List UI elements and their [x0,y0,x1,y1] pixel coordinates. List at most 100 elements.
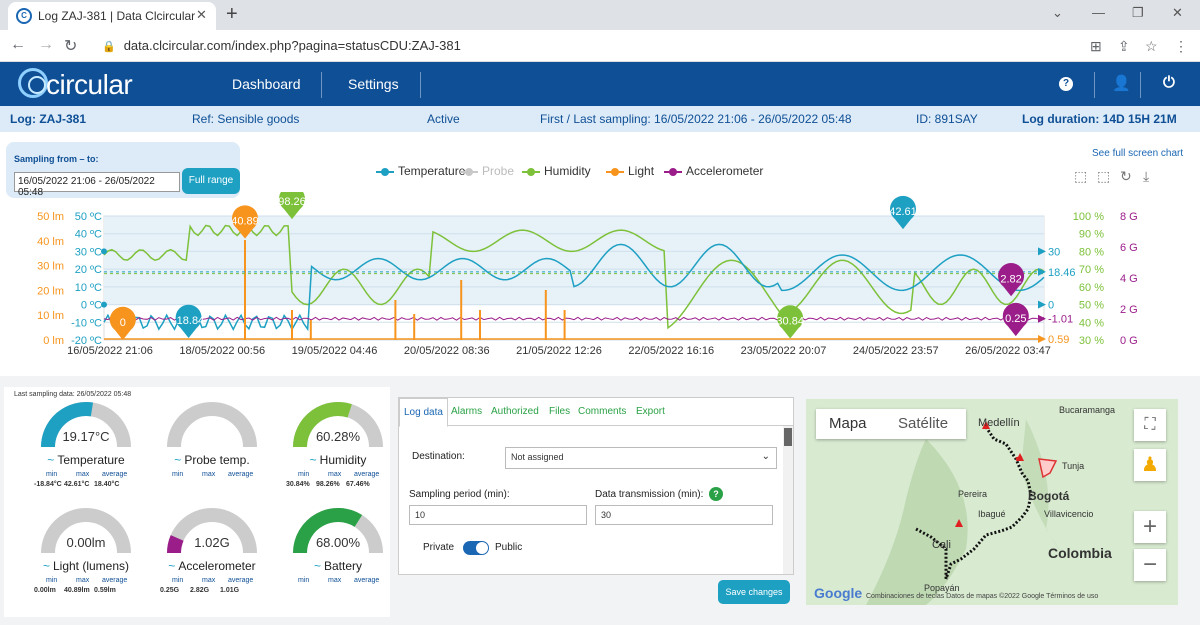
legend-label: Accelerometer [686,164,764,178]
sampling-range-input[interactable]: 16/05/2022 21:06 - 26/05/2022 05:48 [14,172,180,198]
marker-label: -18.84 [173,315,204,327]
legend-label: Light [628,164,655,178]
zoom-out-icon[interactable]: − [1134,549,1166,581]
browser-tab[interactable]: C Log ZAJ-381 | Data Clcircular ✕ [8,2,216,30]
marker-pin [777,305,804,339]
public-label: Public [495,542,523,553]
gauges-panel: Last sampling data: 26/05/2022 05:48 19.… [4,387,390,617]
country-label: Colombia [1048,545,1112,561]
temp-axis-label: 20 ºC [75,264,102,276]
map-type-control: Mapa Satélite [816,409,978,439]
city-label: Medellín [978,417,1020,429]
tab-comments[interactable]: Comments [578,406,627,417]
nav-separator [1140,72,1141,98]
close-tab-icon[interactable]: ✕ [196,7,207,22]
save-changes-button[interactable]: Save changes [718,580,790,604]
destination-select[interactable]: Not assigned ⌄ [505,447,777,469]
sampling-period-input[interactable]: 10 [409,505,587,525]
user-icon[interactable]: 👤 [1112,75,1131,92]
minimize-icon[interactable]: — [1092,5,1105,20]
nav-settings[interactable]: Settings [348,76,399,92]
gauge-name: ~ Accelerometer [152,559,272,573]
legend-item-probe[interactable]: Probe [460,164,514,178]
gauge-arc [167,402,257,448]
chevron-down-icon: ⌄ [761,451,770,462]
map-type-map[interactable]: Mapa [829,415,867,432]
panel-scrollbar[interactable] [783,426,793,574]
city-label: Cali [932,539,951,551]
download-icon[interactable]: ⤓ [1143,168,1150,184]
legend-label: Temperature [398,164,466,178]
x-axis-label: 22/05/2022 16:16 [628,345,714,357]
gauge-name-text: Probe temp. [184,453,250,467]
gauge-name: ~ Battery [278,559,398,573]
logo[interactable]: circular [18,66,158,102]
log-info-bar: Log: ZAJ-381 Ref: Sensible goods Active … [0,106,1200,132]
tab-export[interactable]: Export [636,406,665,417]
forward-icon[interactable]: → [38,36,54,53]
full-screen-chart-link[interactable]: See full screen chart [1092,148,1184,159]
visibility-toggle[interactable] [463,541,489,555]
chevron-down-icon[interactable]: ⌄ [1052,5,1063,20]
gauge-max-value: 42.61°C [64,481,90,488]
translate-icon[interactable]: ⊞ [1090,38,1102,54]
gauge-humidity: 60.28% ~ Humidity min 30.84% max 98.26% average… [278,401,398,501]
marker-pin [279,192,305,220]
data-transmission-input[interactable]: 30 [595,505,773,525]
help-icon[interactable]: ? [709,487,723,501]
back-icon[interactable]: ← [10,36,26,53]
marker-pin [175,304,202,338]
data-transmission-label: Data transmission (min): [595,489,704,500]
tilde-icon: ~ [313,559,321,573]
bookmark-star-icon[interactable]: ☆ [1145,38,1158,54]
url-input[interactable]: 🔒 data.clcircular.com/index.php?pagina=st… [96,34,1076,58]
x-axis-label: 18/05/2022 00:56 [179,345,265,357]
share-icon[interactable]: ⇪ [1118,38,1130,54]
nav-dashboard[interactable]: Dashboard [232,76,301,92]
marker-label: 42.61 [889,206,917,218]
log-tabs: Log data Alarms Authorized Files Comment… [399,398,793,427]
x-axis-label: 16/05/2022 21:06 [67,345,153,357]
log-duration: Log duration: 14D 15H 21M [1022,112,1177,126]
restore-icon[interactable]: ❐ [1132,5,1144,20]
close-window-icon[interactable]: ✕ [1172,5,1183,20]
legend-item-light[interactable]: Light [606,164,654,178]
tab-authorized[interactable]: Authorized [491,406,539,417]
zoom-reset-icon[interactable]: ⬚ [1097,168,1111,184]
light-axis-label: 30 lm [37,261,64,273]
fullscreen-icon[interactable]: ⛶ [1134,409,1166,441]
legend-item-temperature[interactable]: Temperature [376,164,465,178]
help-icon[interactable]: ? [1059,77,1073,91]
end-arrow-icon [1038,314,1046,323]
full-range-button[interactable]: Full range [182,168,240,194]
log-ref: Ref: Sensible goods [192,112,300,126]
tab-files[interactable]: Files [549,406,571,417]
gauge-accelerometer: 1.02G ~ Accelerometer min 0.25G max 2.82G avera… [152,507,272,607]
tab-log-data[interactable]: Log data [399,398,448,427]
menu-dots-icon[interactable]: ⋮ [1174,38,1188,54]
street-view-icon[interactable]: ♟ [1134,449,1166,481]
gauge-avg-label: average [354,577,380,584]
marker-label: 40.89 [231,216,259,228]
zoom-in-icon[interactable]: + [1134,511,1166,543]
gauge-min-value: 0.00lm [34,587,56,594]
refresh-icon[interactable]: ↻ [1120,168,1132,184]
legend-item-humidity[interactable]: Humidity [522,164,591,178]
sensor-chart[interactable]: 50 ºC 40 ºC 30 ºC 20 ºC 10 ºC 0 ºC -10 ºC -20 º… [0,192,1200,372]
humidity-axis-label: 90 % [1079,229,1104,241]
legend-item-accelerometer[interactable]: Accelerometer [664,164,763,178]
map-type-satellite[interactable]: Satélite [898,415,949,432]
tab-alarms[interactable]: Alarms [451,406,483,417]
route-map[interactable]: Bucaramanga Medellín Tunja Pereira Bogot… [806,399,1178,605]
gauge-avg-label: average [228,471,254,478]
new-tab-icon[interactable]: + [226,3,238,25]
gauge-arc [167,508,257,554]
end-value-label: 30 [1048,246,1060,258]
light-axis-label: 40 lm [37,236,64,248]
gauge-avg-label: average [228,577,254,584]
gauge-name-text: Humidity [319,453,367,467]
power-icon[interactable]: ⏻ [1163,74,1175,91]
zoom-select-icon[interactable]: ⬚ [1074,168,1088,184]
marker-pin [231,205,258,239]
reload-icon[interactable]: ↻ [64,38,78,55]
